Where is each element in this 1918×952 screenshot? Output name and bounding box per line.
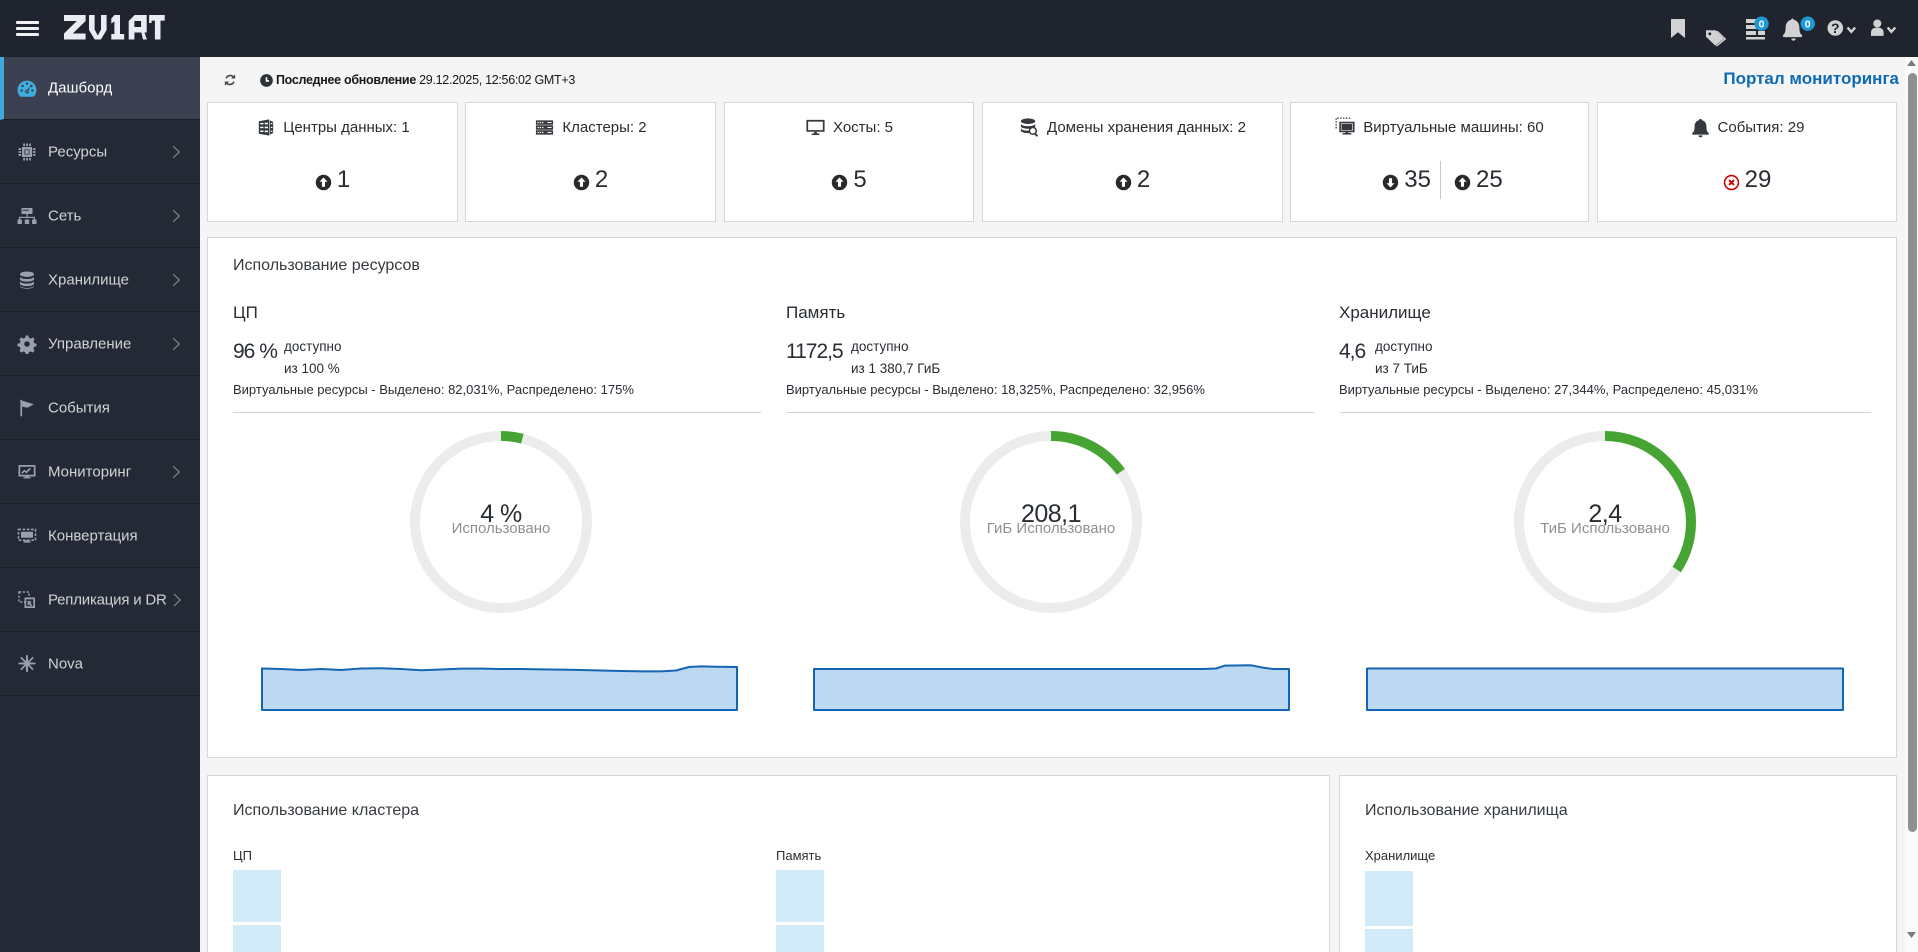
svg-text:0: 0 — [1759, 18, 1765, 30]
svg-text:0: 0 — [1805, 18, 1811, 30]
svg-text:?: ? — [1831, 20, 1840, 36]
